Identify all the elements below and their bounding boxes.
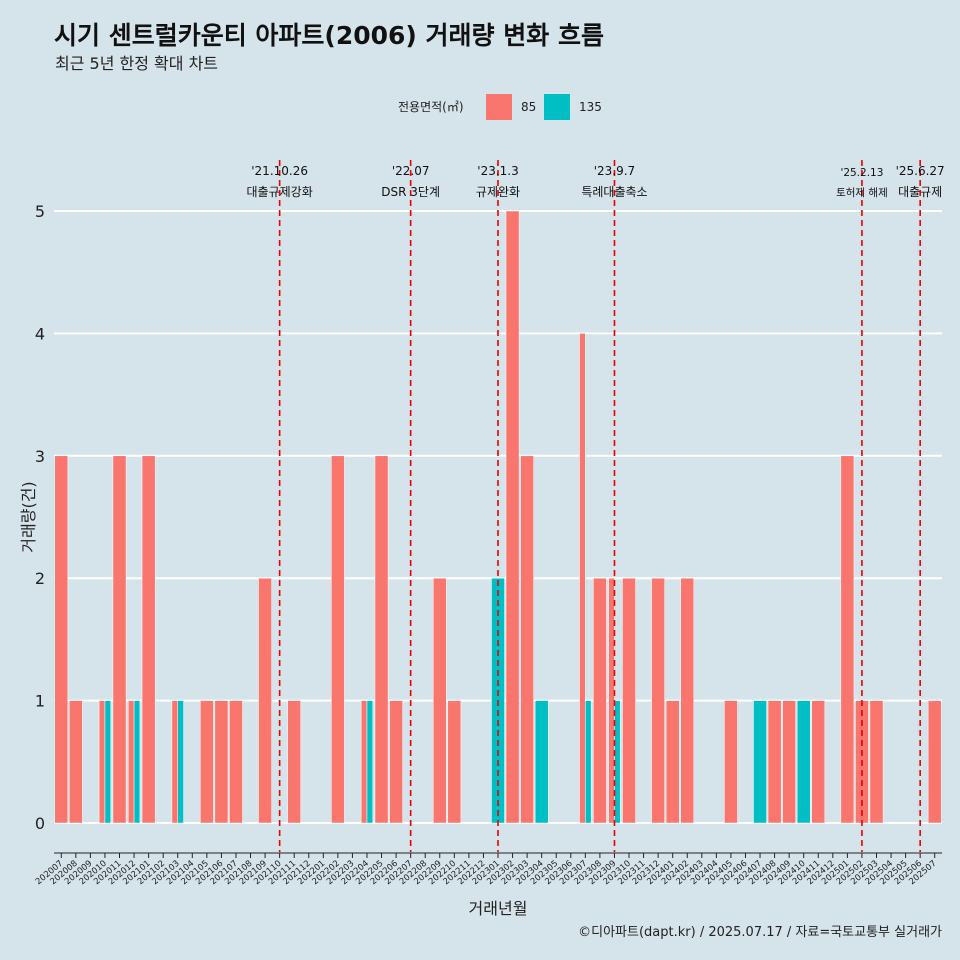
event-text-label: 특례대출축소 — [581, 185, 647, 199]
legend: 전용면적(㎡) 85 135 — [398, 94, 602, 120]
bar-85-202309 — [608, 577, 615, 824]
bar-85-202105 — [200, 700, 214, 824]
bar-135-202012 — [133, 700, 141, 824]
event-date-label: '23.9.7 — [594, 164, 635, 178]
bar-85-202007 — [54, 455, 69, 824]
bar-85-202408 — [767, 700, 782, 824]
bar-135-202307 — [585, 700, 592, 824]
bar-85-202012 — [127, 700, 135, 824]
bar-85-202106 — [214, 700, 229, 824]
bar-85-202307 — [579, 333, 586, 824]
bar-85-202205 — [374, 455, 389, 824]
event-text-label: 대출규제 — [898, 185, 942, 199]
bar-85-202011 — [112, 455, 127, 824]
y-tick-label: 1 — [35, 692, 45, 711]
bar-85-202303 — [520, 455, 534, 824]
event-date-label: '25.2.13 — [840, 167, 883, 179]
bar-85-202101 — [141, 455, 156, 824]
caption: ©디아파트(dapt.kr) / 2025.07.17 / 자료=국토교통부 실… — [578, 925, 942, 940]
event-date-label: '25.6.27 — [896, 164, 945, 178]
bar-85-202111 — [287, 700, 301, 824]
y-tick-label: 0 — [35, 814, 45, 833]
legend-label-85: 85 — [521, 100, 536, 114]
legend-swatch-85 — [486, 94, 512, 120]
bar-85-202109 — [258, 577, 272, 824]
bar-85-202103 — [171, 700, 178, 824]
event-text-label: 대출규제강화 — [247, 185, 313, 199]
event-text-label: 토허제 해제 — [836, 186, 888, 199]
bar-135-202309 — [614, 700, 621, 824]
bar-85-202411 — [811, 700, 826, 824]
event-date-label: '21.10.26 — [251, 164, 308, 178]
event-text-label: DSR 3단계 — [381, 185, 440, 199]
bar-85-202302 — [505, 210, 520, 824]
bar-85-202310 — [622, 577, 636, 824]
bar-135-202304 — [534, 700, 549, 824]
bar-85-202507 — [927, 700, 942, 824]
y-tick-label: 4 — [35, 324, 45, 343]
bar-85-202107 — [229, 700, 243, 824]
bar-85-202206 — [389, 700, 403, 824]
bar-85-202503 — [869, 700, 884, 824]
bar-85-202405 — [724, 700, 738, 824]
y-tick-label: 2 — [35, 569, 45, 588]
bar-85-202501 — [840, 455, 855, 824]
y-axis-label: 거래량(건) — [19, 481, 38, 552]
bar-135-202103 — [177, 700, 184, 824]
bar-85-202308 — [593, 577, 607, 824]
event-date-label: '22.07 — [392, 164, 430, 178]
y-tick-label: 5 — [35, 202, 45, 221]
bar-85-202402 — [680, 577, 695, 824]
y-tick-labels: 0 1 2 3 4 5 — [35, 202, 45, 833]
x-axis-label: 거래년월 — [469, 899, 528, 918]
bar-85-202008 — [69, 700, 83, 824]
event-text-label: 규제완화 — [476, 185, 520, 199]
bar-135-202407 — [753, 700, 767, 824]
bar-85-202010 — [98, 700, 106, 824]
chart-title: 시기 센트럴카운티 아파트(2006) 거래량 변화 흐름 — [54, 21, 604, 50]
bar-135-202204 — [366, 700, 374, 824]
bar-85-202209 — [432, 577, 447, 824]
bar-85-202409 — [782, 700, 796, 824]
chart-subtitle: 최근 5년 한정 확대 차트 — [55, 54, 218, 73]
bar-135-202010 — [104, 700, 112, 824]
bar-85-202204 — [360, 700, 368, 824]
bar-85-202210 — [447, 700, 462, 824]
bar-135-202410 — [796, 700, 811, 824]
legend-title: 전용면적(㎡) — [398, 100, 464, 114]
bar-85-202312 — [651, 577, 665, 824]
legend-swatch-135 — [544, 94, 570, 120]
bar-85-202202 — [331, 455, 345, 824]
x-axis: 2020072020082020092020102020112020122021… — [34, 852, 942, 887]
event-date-label: '23.1.3 — [477, 164, 518, 178]
event-lines: '21.10.26 대출규제강화 '22.07 DSR 3단계 '23.1.3 규제완화 '… — [247, 160, 945, 852]
bars — [54, 210, 942, 824]
legend-label-135: 135 — [579, 100, 602, 114]
y-tick-label: 3 — [35, 447, 45, 466]
bar-85-202401 — [665, 700, 680, 824]
